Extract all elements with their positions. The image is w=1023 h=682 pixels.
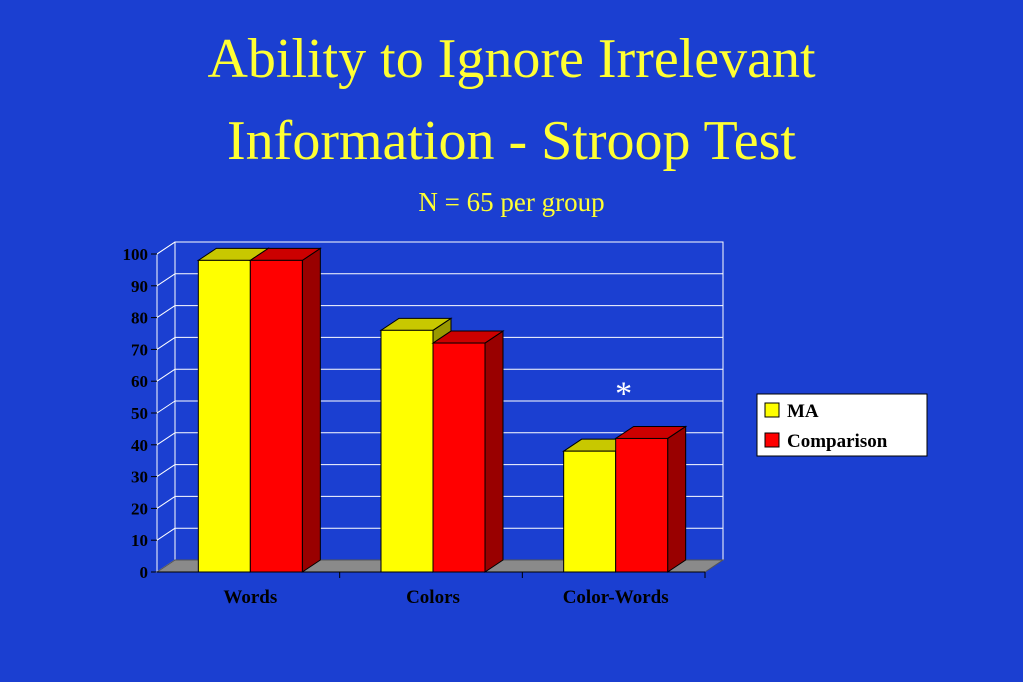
side-gridline — [156, 241, 176, 255]
side-gridline — [156, 527, 176, 541]
side-gridline — [156, 305, 176, 319]
side-gridline — [156, 273, 176, 287]
side-gridline — [156, 464, 176, 478]
side-gridline — [156, 336, 176, 350]
bar-side-comparison-words — [301, 247, 321, 573]
y-tick-label: 60 — [131, 372, 148, 391]
y-tick-label: 100 — [123, 245, 149, 264]
x-category-label: Colors — [406, 587, 460, 608]
legend-label-ma: MA — [787, 401, 819, 422]
y-tick-label: 0 — [140, 563, 149, 582]
x-category-label: Color-Words — [563, 587, 669, 608]
side-gridline — [156, 432, 176, 446]
y-tick-label: 20 — [131, 499, 148, 518]
bar-ma-colors — [380, 329, 434, 573]
legend-swatch-comparison — [764, 432, 780, 448]
chart-subtitle: N = 65 per group — [418, 187, 605, 217]
side-gridline — [156, 368, 176, 382]
legend-swatch-ma — [764, 402, 780, 418]
x-category-label: Words — [223, 587, 277, 608]
bar-comparison-color-words — [615, 437, 669, 573]
y-tick-label: 10 — [131, 531, 148, 550]
bar-ma-color-words — [563, 450, 617, 573]
y-tick-label: 40 — [131, 436, 148, 455]
chart-title-line-1: Ability to Ignore Irrelevant — [207, 28, 816, 90]
y-tick-label: 80 — [131, 309, 148, 328]
chart-title-line-2: Information - Stroop Test — [227, 110, 796, 172]
bar-ma-words — [197, 259, 251, 573]
side-gridline — [156, 495, 176, 509]
bar-comparison-colors — [432, 342, 486, 573]
bar-side-comparison-color-words — [667, 425, 687, 573]
legend-label-comparison: Comparison — [787, 431, 888, 452]
significance-asterisk: * — [615, 375, 632, 412]
bar-side-comparison-colors — [484, 330, 504, 573]
y-tick-label: 50 — [131, 404, 148, 423]
y-tick-label: 70 — [131, 340, 148, 359]
y-tick-label: 90 — [131, 277, 148, 296]
bar-comparison-words — [249, 259, 303, 573]
legend-box — [756, 393, 928, 457]
y-tick-label: 30 — [131, 468, 148, 487]
side-gridline — [156, 400, 176, 414]
